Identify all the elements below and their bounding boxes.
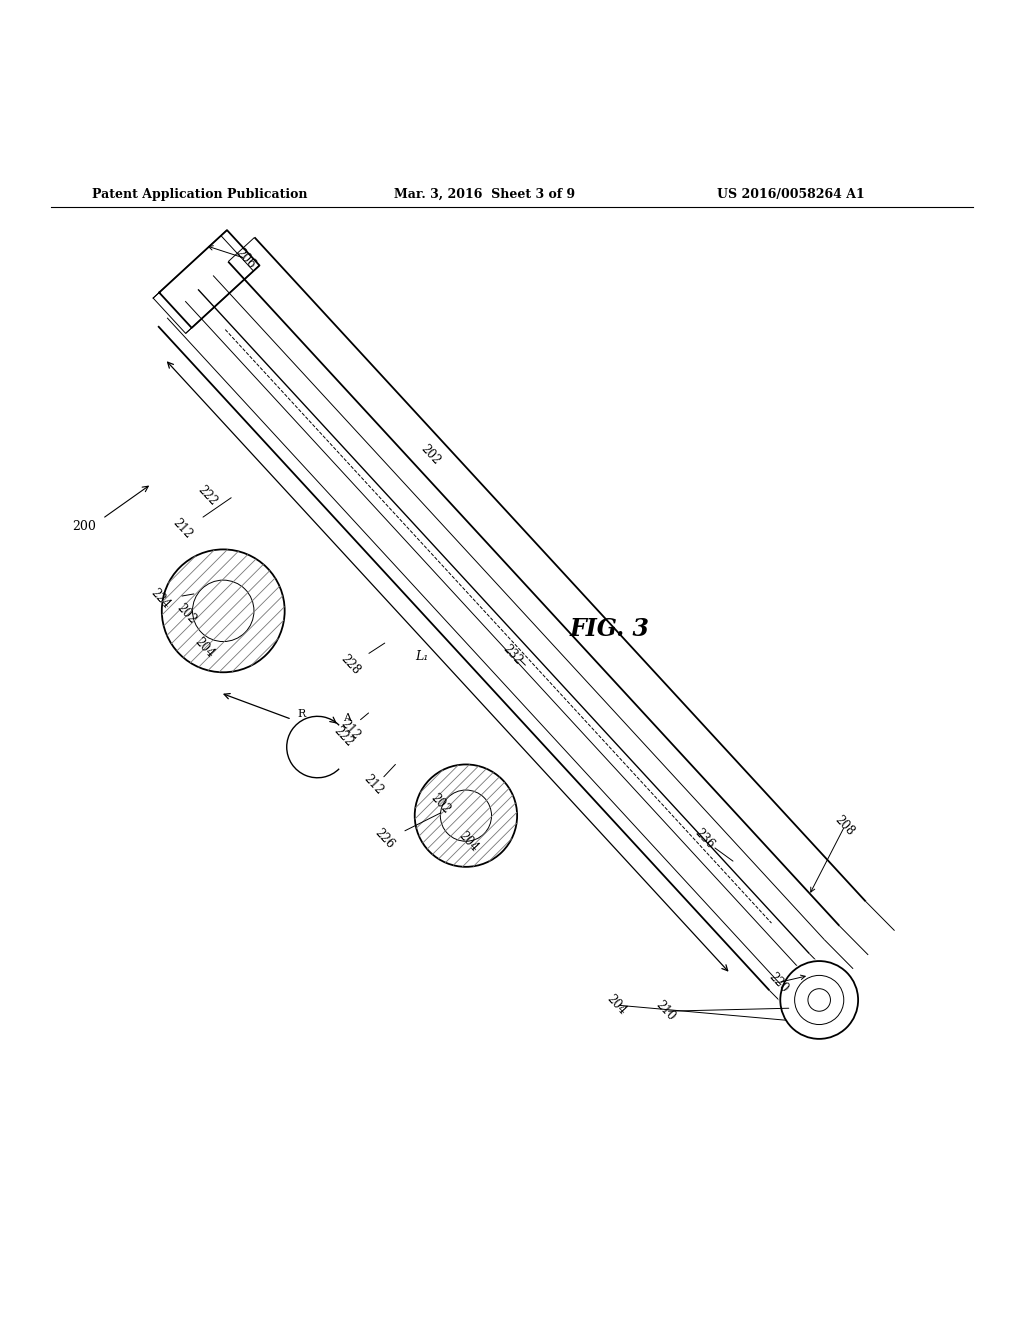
Text: 210: 210 [653,999,678,1024]
Text: FIG. 3: FIG. 3 [569,618,649,642]
Circle shape [193,579,254,642]
Circle shape [162,549,285,672]
Text: 222: 222 [331,725,355,750]
Text: 236: 236 [692,826,717,851]
Circle shape [414,763,518,867]
Circle shape [795,975,844,1024]
Text: 232: 232 [500,643,524,668]
Circle shape [808,989,830,1011]
Text: 220: 220 [766,970,791,995]
Circle shape [778,960,860,1041]
Text: 202: 202 [174,602,199,627]
Text: 212: 212 [338,717,362,742]
Text: L₁: L₁ [416,649,429,663]
Circle shape [440,791,492,841]
Text: 228: 228 [338,652,362,677]
Text: 202: 202 [428,791,453,816]
Text: 204: 204 [456,830,480,855]
Text: A: A [343,713,351,723]
Text: 208: 208 [833,813,857,838]
Circle shape [161,548,286,673]
Text: Mar. 3, 2016  Sheet 3 of 9: Mar. 3, 2016 Sheet 3 of 9 [394,187,575,201]
Text: 202: 202 [418,442,442,467]
Circle shape [415,764,517,867]
Text: 204: 204 [604,993,629,1018]
Text: 206: 206 [233,246,258,271]
Text: 226: 226 [372,826,396,851]
Text: 212: 212 [361,772,386,797]
Text: 200: 200 [72,520,96,533]
Text: Patent Application Publication: Patent Application Publication [92,187,307,201]
Text: 204: 204 [193,635,217,660]
Text: R: R [297,709,305,719]
Circle shape [780,961,858,1039]
Text: 224: 224 [148,586,173,611]
Text: 222: 222 [195,483,219,508]
Text: 212: 212 [170,516,195,541]
Text: US 2016/0058264 A1: US 2016/0058264 A1 [717,187,864,201]
